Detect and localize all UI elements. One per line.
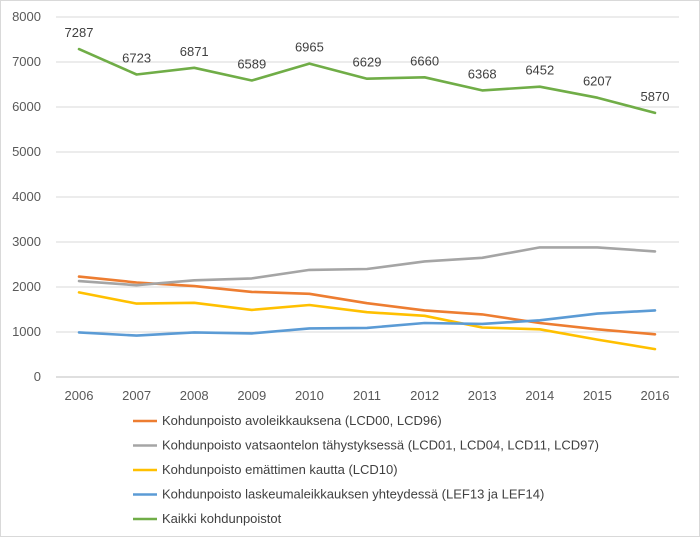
legend-entry: Kohdunpoisto avoleikkauksena (LCD00, LCD… xyxy=(162,413,442,428)
legend-entry: Kaikki kohdunpoistot xyxy=(162,511,282,526)
x-tick-label: 2008 xyxy=(180,388,209,403)
x-tick-label: 2011 xyxy=(353,388,381,403)
series-line xyxy=(77,309,657,337)
data-label: 6452 xyxy=(525,63,554,78)
data-label: 6660 xyxy=(410,53,439,68)
series-line xyxy=(77,275,657,336)
data-label: 6629 xyxy=(353,55,382,70)
y-tick-label: 3000 xyxy=(12,234,41,249)
y-tick-label: 5000 xyxy=(12,144,41,159)
x-tick-label: 2013 xyxy=(468,388,497,403)
y-tick-label: 2000 xyxy=(12,279,41,294)
y-tick-label: 0 xyxy=(34,369,41,384)
data-label: 7287 xyxy=(65,25,94,40)
data-label: 6965 xyxy=(295,40,324,55)
series-line xyxy=(77,291,657,351)
y-tick-label: 8000 xyxy=(12,9,41,24)
x-tick-label: 2016 xyxy=(641,388,670,403)
series-line xyxy=(77,47,657,115)
y-tick-label: 7000 xyxy=(12,54,41,69)
axes: 0 1000 2000 3000 4000 5000 6000 7000 8000 2006 200… xyxy=(12,9,679,403)
x-tick-label: 2009 xyxy=(237,388,266,403)
legend-entry: Kohdunpoisto vatsaontelon tähystyksessä … xyxy=(162,438,599,453)
legend-entry: Kohdunpoisto laskeumaleikkauksen yhteyde… xyxy=(162,487,544,502)
y-tick-label: 4000 xyxy=(12,189,41,204)
data-label: 6368 xyxy=(468,66,497,81)
data-label: 6207 xyxy=(583,74,612,89)
data-label: 5870 xyxy=(641,89,670,104)
series-lines xyxy=(77,47,657,351)
x-tick-label: 2006 xyxy=(65,388,94,403)
gridlines xyxy=(56,16,679,333)
x-tick-label: 2007 xyxy=(122,388,151,403)
legend: Kohdunpoisto avoleikkauksena (LCD00, LCD… xyxy=(133,413,599,526)
y-tick-label: 6000 xyxy=(12,99,41,114)
data-label: 6871 xyxy=(180,44,209,59)
y-tick-label: 1000 xyxy=(12,324,41,339)
data-label: 6589 xyxy=(237,56,266,71)
x-tick-label: 2012 xyxy=(410,388,439,403)
data-labels: 7287 6723 6871 6589 6965 6629 6660 6368 6452 6207… xyxy=(65,25,670,104)
series-line xyxy=(77,246,657,287)
data-label: 6723 xyxy=(122,50,151,65)
x-tick-label: 2010 xyxy=(295,388,324,403)
x-tick-label: 2014 xyxy=(525,388,554,403)
x-tick-label: 2015 xyxy=(583,388,612,403)
legend-entry: Kohdunpoisto emättimen kautta (LCD10) xyxy=(162,462,398,477)
